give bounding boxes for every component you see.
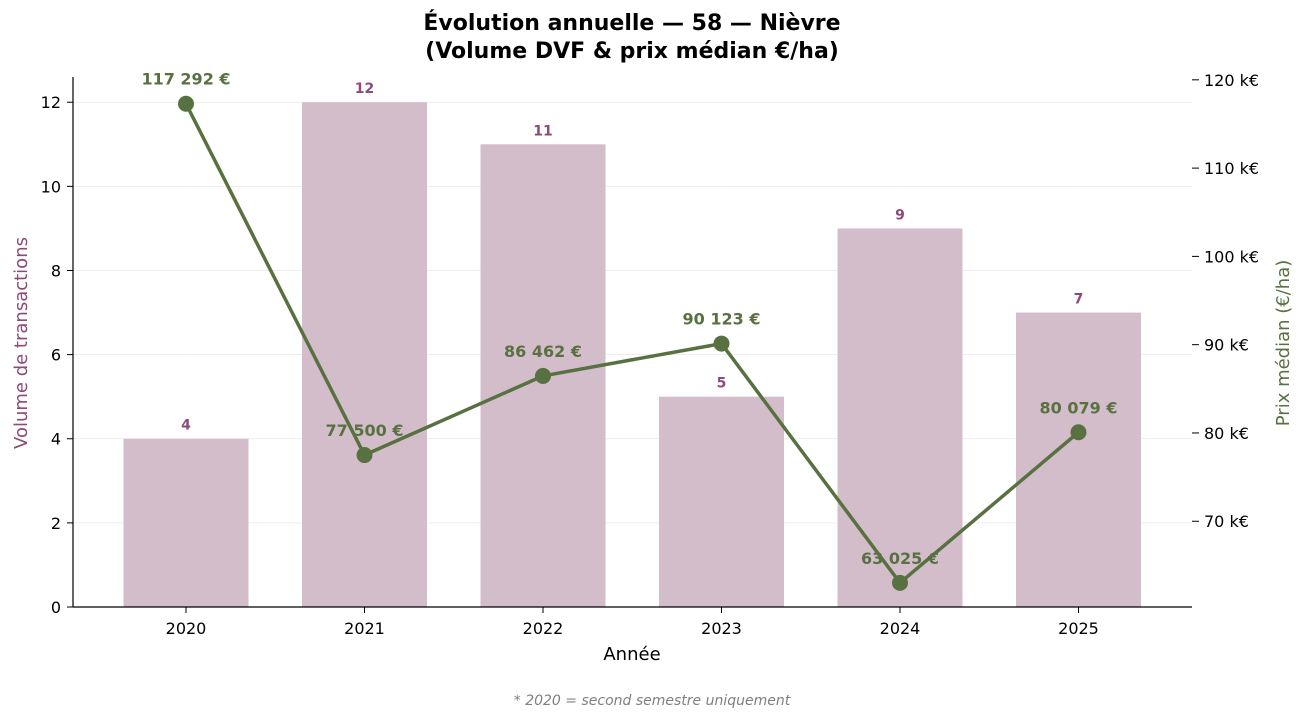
price-value-label: 80 079 €: [1040, 398, 1118, 417]
y-tick-label-right: 100 k€: [1204, 247, 1259, 266]
y-tick-label-left: 6: [51, 346, 61, 365]
bar: [1016, 312, 1141, 607]
footnote: * 2020 = second semestre uniquement: [514, 693, 791, 709]
y-tick-label-right: 70 k€: [1204, 512, 1249, 531]
price-point: [892, 574, 908, 591]
x-tick-label: 2022: [523, 619, 564, 638]
bar-value-label: 4: [181, 418, 191, 434]
y-tick-label-right: 90 k€: [1204, 336, 1249, 355]
data-labels: 4 12 11 5 9 7 117 292 € 77 500 € 86 462 € 90 123 …: [141, 70, 1117, 568]
y-tick-label-left: 2: [51, 514, 61, 533]
price-point: [535, 367, 551, 384]
x-axis-label: Année: [603, 644, 660, 665]
x-tick-label: 2020: [166, 619, 207, 638]
y-tick-label-left: 10: [41, 177, 61, 196]
price-point: [178, 95, 194, 112]
bar-value-label: 11: [533, 123, 552, 139]
chart-title-line1: Évolution annuelle — 58 — Nièvre: [423, 10, 840, 36]
x-tick-label: 2023: [701, 619, 742, 638]
bar-value-label: 5: [717, 376, 727, 392]
price-point: [1070, 424, 1087, 441]
price-value-label: 90 123 €: [683, 310, 761, 329]
bar: [659, 396, 784, 607]
bar: [302, 102, 427, 607]
price-value-label: 86 462 €: [504, 342, 582, 361]
y-tick-label-left: 8: [51, 261, 61, 280]
x-tick-label: 2025: [1058, 619, 1099, 638]
price-point: [356, 447, 373, 464]
x-tick-label: 2024: [880, 619, 921, 638]
price-value-label: 77 500 €: [326, 421, 404, 440]
y-axis-right-label: Prix médian (€/ha): [1273, 260, 1294, 427]
y-tick-label-right: 80 k€: [1204, 424, 1249, 443]
y-tick-label-right: 120 k€: [1204, 71, 1259, 90]
price-point: [713, 335, 730, 352]
x-tick-label: 2021: [344, 619, 385, 638]
y-axis-left-label: Volume de transactions: [11, 237, 32, 449]
y-tick-label-left: 4: [51, 430, 61, 449]
price-value-label: 63 025 €: [861, 549, 939, 568]
axes: 0 2 4 6 8 10 12 70 k€ 80 k€ 90 k€ 100 k€ 110 k€ 120 …: [41, 71, 1259, 638]
bars: [123, 102, 1141, 608]
price-value-label: 117 292 €: [141, 70, 230, 89]
bar-value-label: 12: [355, 81, 374, 97]
chart-title-line2: (Volume DVF & prix médian €/ha): [425, 39, 839, 64]
price-line-path: [184, 102, 1080, 585]
y-tick-label-right: 110 k€: [1204, 159, 1259, 178]
bar: [123, 438, 249, 607]
bar: [837, 228, 963, 607]
price-line: [178, 95, 1087, 591]
bar-value-label: 7: [1074, 292, 1084, 308]
bar-value-label: 9: [895, 207, 905, 223]
y-tick-label-left: 12: [41, 93, 61, 112]
y-tick-label-left: 0: [51, 598, 61, 617]
